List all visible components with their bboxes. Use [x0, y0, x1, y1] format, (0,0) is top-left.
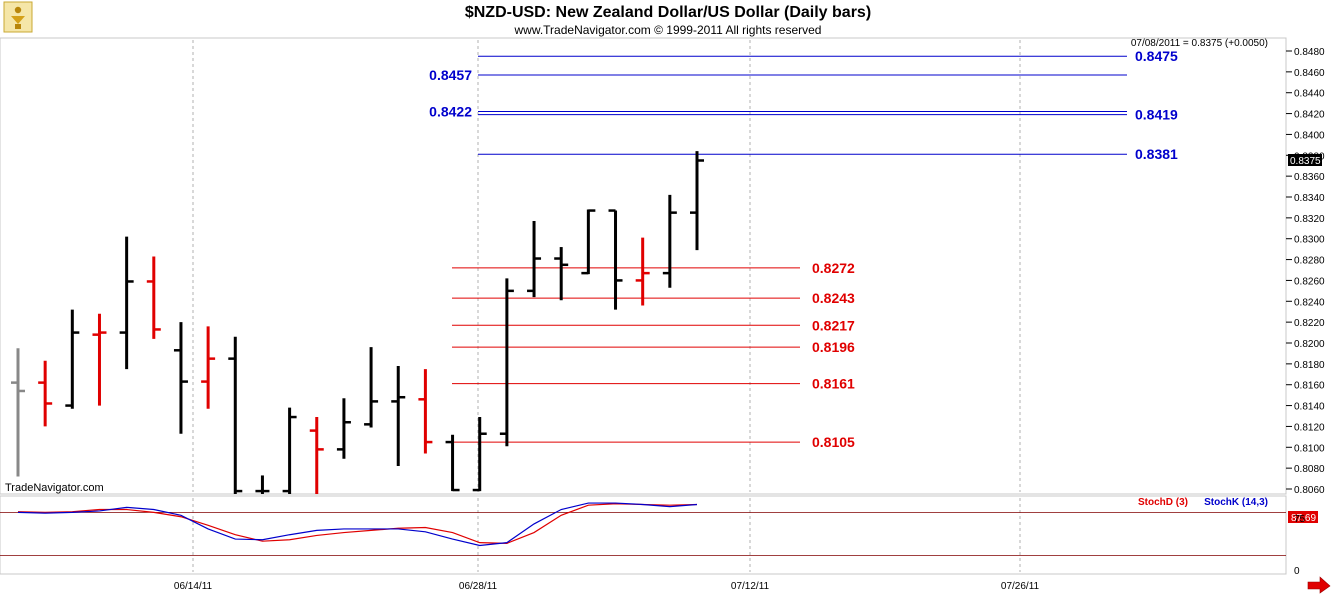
ohlc-bar	[662, 194, 677, 288]
ohlc-bar	[336, 398, 351, 459]
ohlc-bar	[92, 313, 107, 406]
ohlc-bar	[146, 256, 161, 339]
date-axis: 06/14/11 06/28/11 07/12/11 07/26/11	[174, 581, 1040, 592]
trader-figure-icon	[3, 1, 33, 33]
y-tick-label: 0.8460	[1294, 68, 1325, 79]
ohlc-bar	[228, 336, 243, 494]
y-tick-label: 0.8400	[1294, 130, 1325, 141]
y-tick-label: 0.8420	[1294, 110, 1325, 121]
ohlc-bar	[499, 278, 514, 447]
price-axis: 0.84800.84600.84400.84200.84000.83800.83…	[1286, 47, 1325, 496]
y-tick-label: 0.8060	[1294, 485, 1325, 496]
y-tick-label: 0.8220	[1294, 318, 1325, 329]
grid	[192, 40, 1021, 572]
x-tick-label: 06/14/11	[174, 581, 213, 592]
ohlc-bar	[364, 347, 379, 428]
y-tick-label: 0.8300	[1294, 235, 1325, 246]
y-tick-label: 0.8440	[1294, 89, 1325, 100]
resistance-label: 0.8457	[429, 67, 472, 83]
stoch-last-value-box	[1288, 511, 1318, 523]
x-tick-label: 07/26/11	[1001, 581, 1040, 592]
last-price-tag-box	[1288, 154, 1322, 166]
legend-stoch-k: StochK (14,3)	[1204, 497, 1268, 508]
y-tick-label: 0.8100	[1294, 443, 1325, 454]
ohlc-bar	[581, 209, 596, 275]
ohlc-bar	[282, 407, 297, 494]
last-price-tag: 0.8375	[1290, 156, 1321, 167]
last-quote: 07/08/2011 = 0.8375 (+0.0050)	[1131, 38, 1268, 49]
y-tick-label: 0.8080	[1294, 464, 1325, 475]
resistance-label: 0.8419	[1135, 107, 1178, 123]
stoch-k-line	[17, 502, 698, 547]
ohlc-bar	[11, 348, 25, 477]
y-tick-label: 0.8140	[1294, 402, 1325, 413]
stoch-last-value: 87.69	[1291, 513, 1316, 524]
stoch-d-line	[17, 503, 698, 544]
ohlc-bar	[690, 151, 704, 251]
price-bars	[11, 151, 704, 494]
stoch-panel-frame	[0, 495, 1287, 575]
y-tick-label: 0.8180	[1294, 360, 1325, 371]
y-tick-label: 0.8280	[1294, 256, 1325, 267]
ohlc-bar	[309, 417, 324, 494]
y-tick-label: 0.8360	[1294, 172, 1325, 183]
resistance-label: 0.8381	[1135, 146, 1178, 162]
support-label: 0.8105	[812, 434, 855, 450]
ohlc-bar	[38, 360, 53, 427]
y-tick-label: 0.8340	[1294, 193, 1325, 204]
ohlc-bar	[554, 247, 569, 301]
y-tick-label: 0.8480	[1294, 47, 1325, 58]
price-levels: 0.8475 0.8457 0.8422 0.8419 0.8381 0.8272 0.82…	[429, 48, 1178, 450]
copyright-line: www.TradeNavigator.com © 1999-2011 All r…	[514, 23, 822, 37]
x-tick-label: 07/12/11	[731, 581, 770, 592]
watermark: TradeNavigator.com	[5, 482, 104, 494]
ohlc-bar	[391, 365, 406, 467]
stoch-tick-0: 0	[1294, 566, 1300, 577]
ohlc-bar	[119, 236, 134, 370]
support-label: 0.8161	[812, 376, 855, 392]
y-tick-label: 0.8260	[1294, 276, 1325, 287]
support-label: 0.8243	[812, 290, 855, 306]
ohlc-bar	[65, 309, 80, 409]
ohlc-bar	[201, 326, 216, 409]
stoch-tick-75: 75	[1294, 514, 1306, 525]
support-label: 0.8217	[812, 317, 855, 333]
stochastic-lines	[0, 502, 1286, 556]
ohlc-bar	[608, 209, 623, 310]
resistance-label: 0.8475	[1135, 48, 1178, 64]
support-label: 0.8272	[812, 260, 855, 276]
ohlc-bar	[255, 475, 270, 494]
y-tick-label: 0.8160	[1294, 381, 1325, 392]
support-label: 0.8196	[812, 339, 855, 355]
x-tick-label: 06/28/11	[459, 581, 498, 592]
y-tick-label: 0.8240	[1294, 297, 1325, 308]
right-arrow-icon[interactable]	[1307, 576, 1331, 594]
chart-title: $NZD-USD: New Zealand Dollar/US Dollar (…	[465, 4, 871, 21]
ohlc-bar	[173, 322, 188, 434]
resistance-label: 0.8422	[429, 103, 472, 119]
ohlc-bar	[445, 434, 460, 492]
legend-stoch-d: StochD (3)	[1138, 497, 1188, 508]
ohlc-bar	[635, 237, 650, 306]
y-tick-label: 0.8120	[1294, 422, 1325, 433]
ohlc-bar	[527, 220, 542, 298]
ohlc-bar	[472, 417, 487, 492]
ohlc-bar	[418, 369, 433, 454]
y-tick-label: 0.8320	[1294, 214, 1325, 225]
y-tick-label: 0.8200	[1294, 339, 1325, 350]
